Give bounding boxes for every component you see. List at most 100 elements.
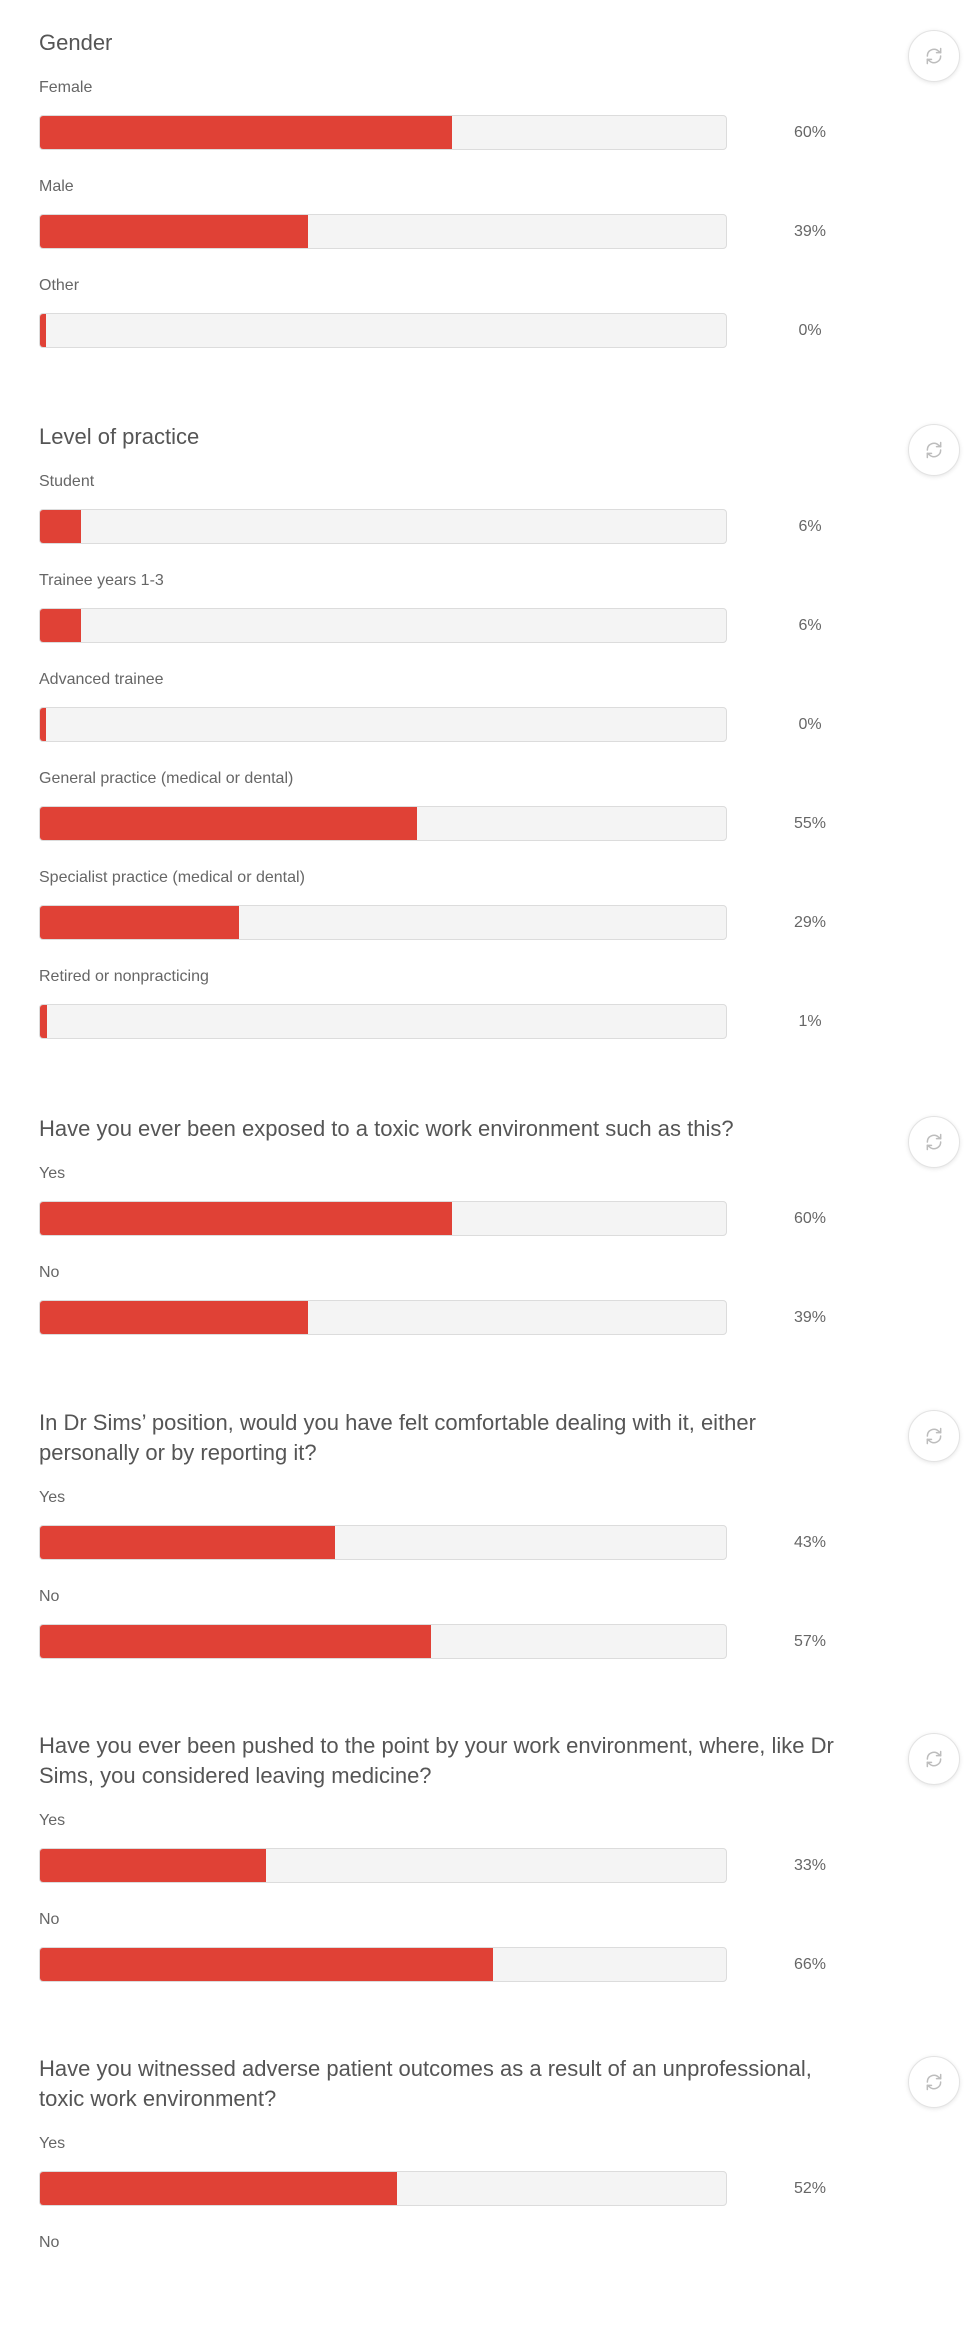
refresh-icon xyxy=(926,1133,942,1151)
option-label: Specialist practice (medical or dental) xyxy=(39,869,305,886)
refresh-button[interactable] xyxy=(908,1410,960,1462)
poll-title: Level of practice xyxy=(39,424,200,449)
result-bar-fill xyxy=(40,1005,47,1038)
percent-label: 39% xyxy=(793,223,827,240)
result-bar-fill xyxy=(40,1202,452,1235)
poll-option: No 57% xyxy=(0,1587,967,1686)
result-bar-fill xyxy=(40,807,418,840)
poll-option: Yes 52% xyxy=(0,2134,967,2233)
poll-option: No 66% xyxy=(0,1910,967,2009)
option-label: Student xyxy=(39,473,95,490)
option-label: Yes xyxy=(39,2135,66,2152)
poll-title: Gender xyxy=(39,30,113,55)
percent-label: 57% xyxy=(793,1633,827,1650)
result-bar-track xyxy=(39,509,727,544)
poll-option: Student 6% xyxy=(0,472,967,571)
result-bar-fill xyxy=(40,906,239,939)
result-bar-fill xyxy=(40,116,452,149)
percent-label: 33% xyxy=(793,1857,827,1874)
result-bar-track xyxy=(39,1848,727,1883)
result-bar-track xyxy=(39,905,727,940)
poll-option: Advanced trainee 0% xyxy=(0,670,967,769)
result-bar-track xyxy=(39,214,727,249)
poll-option: Retired or nonpracticing 1% xyxy=(0,967,967,1066)
percent-label: 39% xyxy=(793,1309,827,1326)
percent-label: 60% xyxy=(793,1210,827,1227)
percent-label: 29% xyxy=(793,914,827,931)
result-bar-fill xyxy=(40,1948,493,1981)
refresh-button[interactable] xyxy=(908,1733,960,1785)
option-label: No xyxy=(39,2234,60,2251)
option-label: No xyxy=(39,1264,60,1281)
refresh-icon xyxy=(926,2073,942,2091)
poll-title: Have you ever been exposed to a toxic wo… xyxy=(39,1116,734,1141)
refresh-icon xyxy=(926,47,942,65)
result-bar-track xyxy=(39,2171,727,2206)
option-label: Trainee years 1-3 xyxy=(39,572,164,589)
result-bar-track xyxy=(39,1004,727,1039)
result-bar-track xyxy=(39,1624,727,1659)
percent-label: 6% xyxy=(798,518,822,535)
option-label: Yes xyxy=(39,1489,66,1506)
result-bar-fill xyxy=(40,510,82,543)
poll-option: Yes 33% xyxy=(0,1811,967,1910)
percent-label: 1% xyxy=(798,1013,822,1030)
option-label: Advanced trainee xyxy=(39,671,164,688)
option-label: Retired or nonpracticing xyxy=(39,968,209,985)
poll-option: Female 60% xyxy=(0,78,967,177)
percent-label: 55% xyxy=(793,815,827,832)
poll-title: In Dr Sims’ position, would you have fel… xyxy=(39,1410,756,1465)
result-bar-track xyxy=(39,1525,727,1560)
percent-label: 0% xyxy=(798,322,822,339)
poll-option: No 39% xyxy=(0,1263,967,1362)
option-label: Yes xyxy=(39,1812,66,1829)
poll-title: Have you witnessed adverse patient outco… xyxy=(39,2056,812,2111)
poll-option: Yes 43% xyxy=(0,1488,967,1587)
result-bar-track xyxy=(39,115,727,150)
percent-label: 43% xyxy=(793,1534,827,1551)
refresh-icon xyxy=(926,1427,942,1445)
poll-option: Male 39% xyxy=(0,177,967,276)
option-label: Female xyxy=(39,79,93,96)
result-bar-track xyxy=(39,313,727,348)
result-bar-fill xyxy=(40,314,46,347)
percent-label: 66% xyxy=(793,1956,827,1973)
option-label: Male xyxy=(39,178,74,195)
percent-label: 0% xyxy=(798,716,822,733)
refresh-icon xyxy=(926,1750,942,1768)
result-bar-track xyxy=(39,806,727,841)
result-bar-track xyxy=(39,1201,727,1236)
result-bar-track xyxy=(39,1947,727,1982)
poll-option: Trainee years 1-3 6% xyxy=(0,571,967,670)
poll-option: Specialist practice (medical or dental) 2… xyxy=(0,868,967,967)
result-bar-fill xyxy=(40,215,308,248)
result-bar-fill xyxy=(40,708,46,741)
result-bar-track xyxy=(39,707,727,742)
percent-label: 52% xyxy=(793,2180,827,2197)
option-label: General practice (medical or dental) xyxy=(39,770,294,787)
refresh-icon xyxy=(926,441,942,459)
poll-option: No xyxy=(0,2233,967,2332)
result-bar-fill xyxy=(40,1526,335,1559)
refresh-button[interactable] xyxy=(908,30,960,82)
option-label: Yes xyxy=(39,1165,66,1182)
percent-label: 6% xyxy=(798,617,822,634)
refresh-button[interactable] xyxy=(908,424,960,476)
poll-option: Other 0% xyxy=(0,276,967,375)
result-bar-track xyxy=(39,608,727,643)
poll-option: Yes 60% xyxy=(0,1164,967,1263)
result-bar-fill xyxy=(40,1625,432,1658)
result-bar-fill xyxy=(40,1301,308,1334)
poll-option: General practice (medical or dental) 55% xyxy=(0,769,967,868)
percent-label: 60% xyxy=(793,124,827,141)
result-bar-fill xyxy=(40,609,82,642)
result-bar-fill xyxy=(40,1849,267,1882)
poll-title: Have you ever been pushed to the point b… xyxy=(39,1733,834,1788)
option-label: No xyxy=(39,1911,60,1928)
refresh-button[interactable] xyxy=(908,1116,960,1168)
option-label: Other xyxy=(39,277,80,294)
result-bar-fill xyxy=(40,2172,397,2205)
option-label: No xyxy=(39,1588,60,1605)
result-bar-track xyxy=(39,1300,727,1335)
refresh-button[interactable] xyxy=(908,2056,960,2108)
